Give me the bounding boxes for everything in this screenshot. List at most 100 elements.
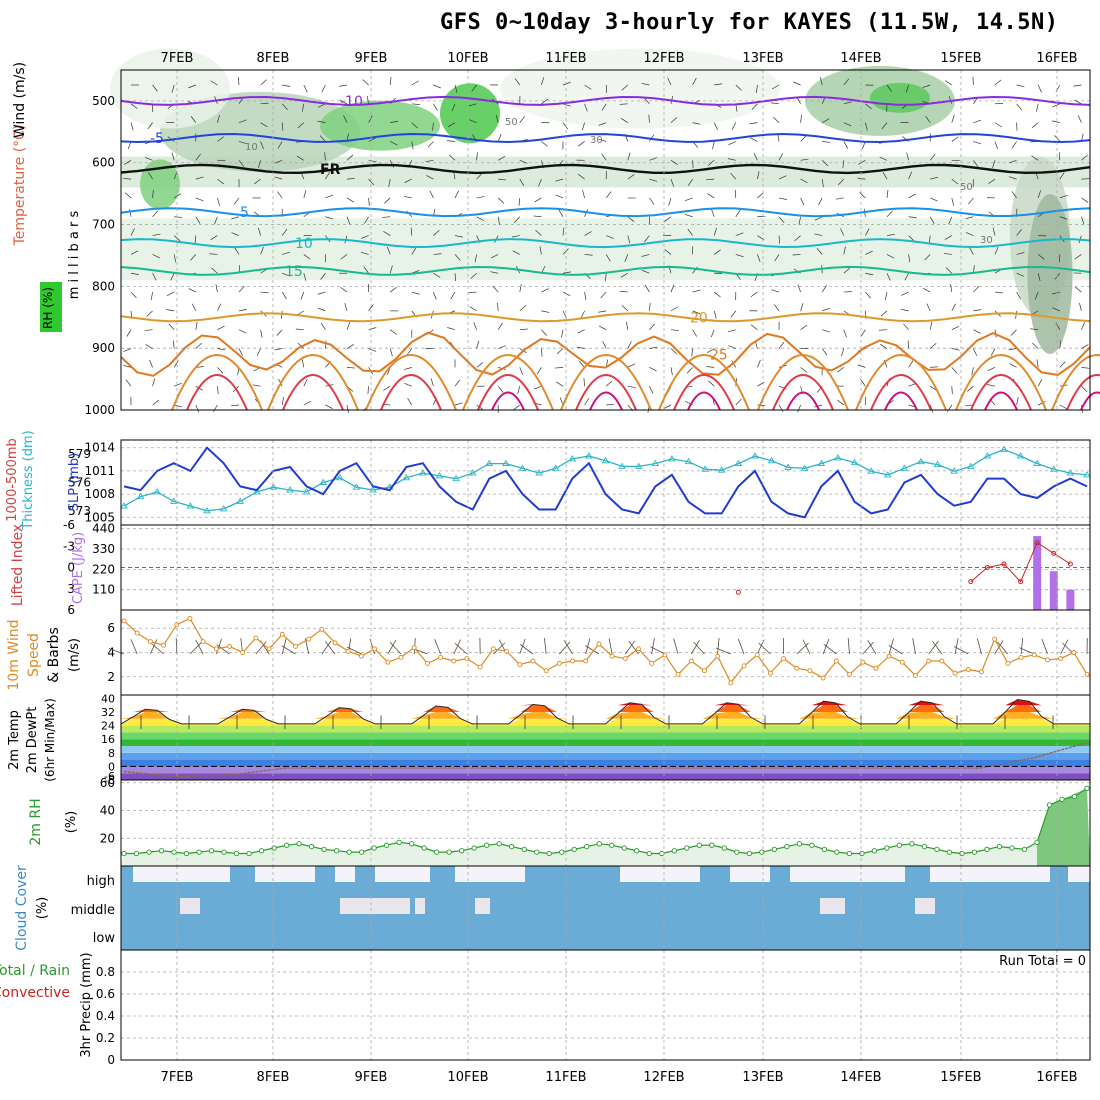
wind-barb xyxy=(1077,115,1082,123)
wind-speed-point xyxy=(556,660,562,666)
wind-barb xyxy=(260,141,264,150)
thickness-point xyxy=(701,465,709,472)
wind-barb xyxy=(821,348,828,356)
wind-barb xyxy=(538,178,542,187)
thickness-point xyxy=(717,466,726,473)
wind-barb xyxy=(454,379,461,387)
wind-speed-point xyxy=(306,636,312,642)
wind-barb xyxy=(561,329,564,338)
wind-speed-point xyxy=(965,667,971,672)
rh-point xyxy=(1084,785,1090,791)
cape-bar xyxy=(1066,589,1075,610)
wind-barb xyxy=(797,284,801,293)
wind-barb xyxy=(707,348,715,353)
wind-barb xyxy=(562,271,571,274)
slp-tick-label: 1011 xyxy=(84,464,115,478)
wind-barb xyxy=(148,172,153,180)
wind-barb xyxy=(884,291,888,300)
wind-barb xyxy=(624,254,629,262)
temperature-contour-label: FR xyxy=(320,162,341,178)
wind-barb xyxy=(994,291,1003,294)
wind-barb xyxy=(217,136,224,142)
wind-barb xyxy=(1059,216,1068,220)
wind-barb xyxy=(1031,155,1039,161)
wind-barb xyxy=(195,404,200,413)
surface-wind-barb xyxy=(862,641,874,655)
wind-barb xyxy=(944,80,952,86)
wind-barb xyxy=(578,361,585,368)
wind-barb xyxy=(664,249,672,255)
wind-barb xyxy=(1074,286,1082,293)
thickness-point xyxy=(1000,445,1008,452)
wind-barb xyxy=(364,216,369,224)
wind-barb xyxy=(124,192,132,199)
wind-speed-point xyxy=(121,618,127,624)
rh-point xyxy=(208,848,215,854)
wind-barb xyxy=(324,152,326,161)
rh-point xyxy=(258,848,265,854)
rh-point xyxy=(771,846,777,853)
surface-contour-30 xyxy=(560,354,652,411)
wind-barb xyxy=(670,117,678,123)
wind-barb xyxy=(973,141,982,145)
wind-barb xyxy=(641,269,650,274)
wind-barb xyxy=(900,308,909,312)
wind-barb xyxy=(800,303,804,311)
wind-barb xyxy=(1036,103,1039,112)
wind-barb xyxy=(1037,84,1042,93)
wind-barb xyxy=(339,84,348,87)
thickness-point xyxy=(668,455,676,462)
temperature-tick-label: 8 xyxy=(108,747,115,760)
wind-speed-point xyxy=(1005,660,1011,666)
thickness-point xyxy=(734,459,743,467)
surface-wind-barb xyxy=(673,638,679,655)
wind-barb xyxy=(707,193,715,199)
surface-wind-barb xyxy=(216,644,230,655)
thickness-point xyxy=(1016,452,1025,459)
wind-barb xyxy=(774,304,780,312)
wind-barb xyxy=(821,285,827,293)
rh-contour-label: 30 xyxy=(980,235,993,246)
wind-barb xyxy=(969,247,974,255)
wind-barb xyxy=(238,141,247,145)
surface-contour-35 xyxy=(970,374,1032,411)
wind-barb xyxy=(432,122,434,131)
wind-barb xyxy=(994,141,998,150)
wind-barb xyxy=(598,138,607,142)
wind-barb xyxy=(174,216,183,218)
rh-shading xyxy=(870,82,930,113)
surface-wind-barb xyxy=(493,642,506,655)
wind-barb xyxy=(340,254,348,260)
thickness-point xyxy=(834,454,842,461)
wind-barb xyxy=(123,364,132,368)
cloud-axis-label: Cloud Cover xyxy=(14,865,30,951)
wind-barb xyxy=(168,323,175,330)
wind-barb xyxy=(539,246,542,255)
rh-shading xyxy=(140,159,180,210)
wind-barb xyxy=(988,178,996,184)
wind-barb xyxy=(144,329,153,331)
surface-contour-40 xyxy=(884,391,918,411)
wind-barb xyxy=(541,141,548,147)
wind-barb xyxy=(492,285,499,293)
temperature-band xyxy=(121,732,1090,740)
surface-wind-barb xyxy=(454,642,468,655)
wind-barb xyxy=(533,215,542,218)
cloud-level-label: high xyxy=(87,874,115,889)
wind-barb xyxy=(130,272,139,275)
wind-barb xyxy=(238,285,245,293)
thickness-point xyxy=(468,469,477,476)
wind-barb xyxy=(649,346,658,349)
wind-barb xyxy=(252,384,261,387)
wind-barb xyxy=(840,228,845,236)
surface-wind-barb xyxy=(690,640,700,655)
wind-barb xyxy=(731,122,737,130)
wind-barb xyxy=(714,83,723,86)
surface-wind-barb xyxy=(130,639,138,655)
wind-barb xyxy=(1081,322,1085,330)
wind-barb xyxy=(174,193,182,199)
wind-speed-point xyxy=(543,668,549,674)
wind-barb xyxy=(904,273,909,281)
wind-barb xyxy=(281,310,283,319)
thickness-axis-label-2: Thickness (dm) xyxy=(21,430,36,530)
